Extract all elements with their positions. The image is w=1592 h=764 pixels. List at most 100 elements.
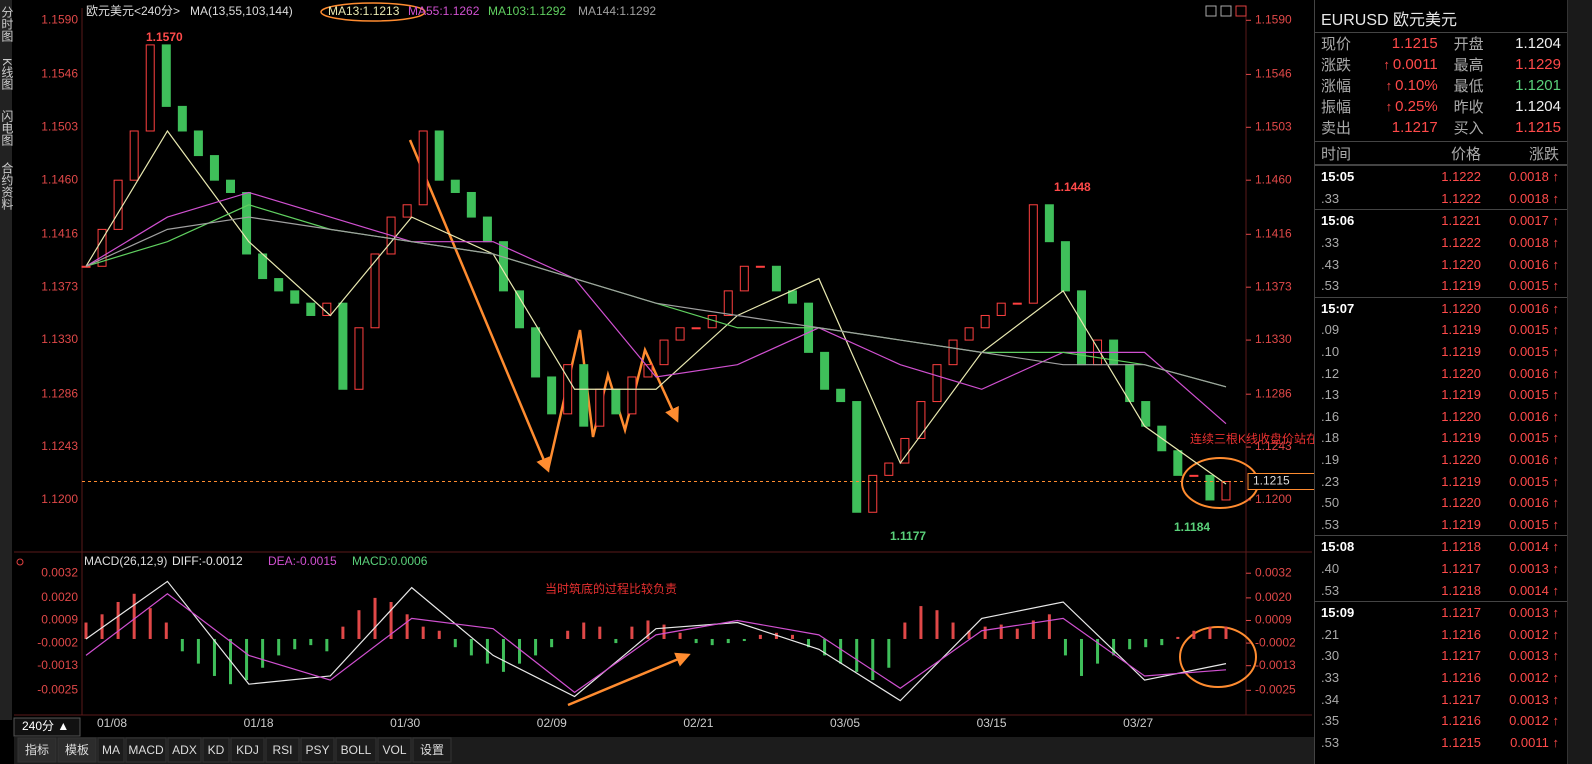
- tick-row: .53 1.1218 0.0014: [1315, 579, 1567, 601]
- tab[interactable]: KD: [208, 743, 225, 757]
- legend-entry: MA55:1.1262: [408, 4, 480, 18]
- tab[interactable]: 模板: [65, 743, 89, 757]
- tab[interactable]: KDJ: [236, 743, 259, 757]
- tab[interactable]: 指标: [25, 742, 49, 757]
- period-box[interactable]: [13, 717, 81, 737]
- icon[interactable]: [1205, 5, 1217, 17]
- y-tick-label-right: 1.1373: [1255, 279, 1292, 293]
- macd-bar: [566, 630, 570, 639]
- x-tick-label: 03/05: [830, 716, 860, 730]
- scrollbar[interactable]: [1567, 0, 1592, 764]
- tick-row: .19 1.1220 0.0016: [1315, 449, 1567, 471]
- tab[interactable]: MACD: [128, 743, 164, 757]
- period[interactable]: 240分 ▲: [22, 719, 69, 733]
- macd-bar: [1015, 628, 1019, 639]
- y-tick-label-right: 1.1243: [1255, 439, 1292, 453]
- icon[interactable]: [1220, 5, 1232, 17]
- tick-change: 0.0015: [1481, 278, 1559, 293]
- macd-bar: [903, 622, 907, 639]
- legend-entry: MA13:1.1213: [328, 4, 400, 18]
- candle: [643, 364, 653, 378]
- ma-line: [85, 204, 1227, 388]
- tick-header-cell: 价格: [1450, 145, 1481, 163]
- y-tick-label-right: -0.0025: [1255, 683, 1296, 697]
- candle: [771, 265, 781, 292]
- macd-bar: [582, 622, 586, 639]
- tick-row: 15:07 1.1220 0.0016: [1315, 296, 1567, 320]
- toolbar-item[interactable]: 合约资料: [0, 161, 14, 210]
- y-tick-label: 1.1416: [41, 226, 78, 240]
- y-tick-label-right: 1.1503: [1255, 119, 1292, 133]
- annotation: 当时筑底的过程比较负责: [545, 581, 677, 596]
- macd-bar: [983, 626, 987, 639]
- quote-value: 1.1215: [1515, 119, 1561, 136]
- tick-row: .53 1.1219 0.0015: [1315, 514, 1567, 536]
- tick-price: 1.1216: [1441, 626, 1481, 642]
- tab[interactable]: PSY: [305, 743, 329, 757]
- tick-change: 0.0015: [1481, 387, 1559, 402]
- price-label: 1.1448: [1054, 180, 1091, 194]
- macd-bar: [1128, 638, 1132, 650]
- tab[interactable]: VOL: [382, 743, 406, 757]
- macd-bar: [694, 638, 698, 644]
- macd-bar: [453, 638, 457, 648]
- y-tick-label-right: 0.0009: [1255, 613, 1292, 627]
- candle: [354, 327, 364, 390]
- tick-row: .53 1.1215 0.0011: [1315, 731, 1567, 753]
- tick-change: 0.0012: [1481, 627, 1559, 642]
- tick-price: 1.1222: [1441, 169, 1481, 185]
- y-tick-label-right: -0.0013: [1255, 658, 1296, 672]
- tick-price: 1.1220: [1441, 256, 1481, 272]
- y-tick-label: -0.0013: [37, 658, 78, 672]
- macd-bar: [501, 638, 505, 672]
- price-label: 1.1570: [146, 30, 183, 44]
- tick-row: .33 1.1216 0.0012: [1315, 667, 1567, 689]
- legend-entry: MA144:1.1292: [578, 4, 656, 18]
- tab[interactable]: RSI: [272, 743, 292, 757]
- tick-price: 1.1222: [1441, 190, 1481, 206]
- tick-time: .30: [1321, 648, 1340, 664]
- macd-bar: [1208, 626, 1212, 639]
- tick-price: 1.1220: [1441, 452, 1481, 468]
- tab[interactable]: MA: [102, 743, 120, 757]
- macd-line: [85, 593, 1227, 694]
- tab[interactable]: BOLL: [341, 743, 372, 757]
- tab-bg: [377, 737, 412, 763]
- candle: [81, 265, 91, 268]
- tick-time: .40: [1321, 560, 1340, 576]
- y-tick-label: -0.0002: [37, 635, 78, 649]
- y-tick-label: 0.0020: [41, 590, 78, 604]
- tick-time: 15:08: [1321, 539, 1355, 555]
- y-tick-label: 1.1286: [41, 386, 78, 400]
- icon[interactable]: [1235, 5, 1247, 17]
- toolbar-item[interactable]: 闪电图: [0, 110, 14, 146]
- ma-line: [85, 129, 1227, 485]
- macd-bar: [662, 624, 666, 639]
- y-tick-label-right: 1.1590: [1255, 12, 1292, 26]
- candle: [258, 253, 268, 280]
- candle: [97, 228, 107, 267]
- macd-bar: [919, 606, 923, 639]
- y-tick-label-right: 0.0032: [1255, 565, 1292, 579]
- tab[interactable]: ADX: [172, 743, 197, 757]
- macd-bar: [758, 634, 762, 639]
- tab-bg: [57, 737, 97, 763]
- macd-bar: [84, 622, 88, 639]
- tick-change: 0.0015: [1481, 344, 1559, 359]
- toolbar-item[interactable]: K线图: [0, 58, 14, 90]
- macd-bar: [871, 638, 875, 681]
- candle: [868, 474, 878, 513]
- tab-bg: [265, 737, 300, 763]
- tab[interactable]: 设置: [420, 743, 444, 757]
- tick-row: .13 1.1219 0.0015: [1315, 384, 1567, 406]
- tick-change: 0.0013: [1481, 561, 1559, 576]
- macd-bar: [935, 610, 939, 639]
- x-tick-label: 01/18: [244, 716, 274, 730]
- tab-bg: [17, 737, 57, 763]
- candle: [948, 339, 958, 366]
- tick-price: 1.1219: [1441, 387, 1481, 403]
- y-tick-label-right: 1.1286: [1255, 386, 1292, 400]
- toolbar-item[interactable]: 分时图: [0, 6, 14, 42]
- macd-bar: [1112, 638, 1116, 656]
- candle: [980, 314, 990, 329]
